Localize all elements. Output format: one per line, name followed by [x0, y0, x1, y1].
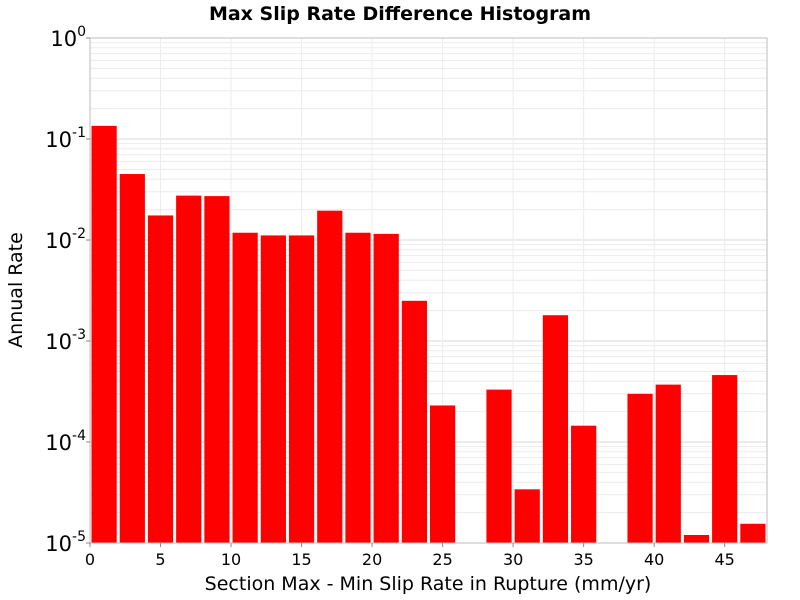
bar-4: [204, 196, 230, 544]
grid-lines: [89, 38, 767, 544]
y-tick-label: 10-4: [45, 428, 86, 455]
chart-title: Max Slip Rate Difference Histogram: [209, 3, 591, 25]
bar-16: [571, 425, 597, 543]
bar-10: [373, 233, 399, 544]
bar-9: [345, 232, 371, 543]
x-tick-label: 5: [155, 550, 165, 569]
bar-0: [91, 125, 117, 543]
bar-1: [119, 174, 145, 543]
bar-6: [260, 235, 286, 544]
x-tick-label: 45: [715, 550, 735, 569]
x-axis-ticks: 0 5 10 15 20 25 30 35 40 45: [85, 543, 735, 569]
bar-18: [655, 384, 681, 543]
x-tick-label: 40: [644, 550, 664, 569]
bar-20: [712, 375, 738, 543]
y-axis-ticks: 100 10-1 10-2 10-3 10-4 10-5: [45, 24, 90, 556]
bar-8: [317, 210, 343, 544]
y-axis-label: Annual Rate: [5, 232, 27, 348]
bar-19: [683, 535, 710, 543]
x-tick-label: 30: [503, 550, 523, 569]
bar-14: [514, 489, 540, 543]
y-tick-label: 10-5: [45, 529, 86, 556]
bar-5: [232, 232, 258, 543]
x-tick-label: 25: [432, 550, 452, 569]
bar-17: [627, 393, 653, 543]
x-tick-label: 10: [221, 550, 241, 569]
bar-11: [401, 300, 427, 543]
x-tick-label: 20: [362, 550, 382, 569]
bar-2: [147, 215, 174, 543]
bar-13: [486, 389, 512, 543]
bar-15: [542, 315, 569, 543]
bar-3: [176, 195, 202, 544]
bar-21: [740, 523, 766, 543]
x-axis-label: Section Max - Min Slip Rate in Rupture (…: [205, 573, 652, 595]
y-tick-label: 10-1: [45, 125, 86, 152]
x-tick-label: 35: [573, 550, 593, 569]
y-tick-label: 100: [50, 24, 86, 51]
y-tick-label: 10-3: [45, 327, 86, 354]
bar-12: [430, 405, 456, 543]
bar-7: [288, 235, 315, 544]
bars: [91, 125, 766, 544]
plot-border: [89, 37, 768, 544]
x-tick-label: 0: [85, 550, 95, 569]
y-tick-label: 10-2: [45, 226, 86, 253]
x-tick-label: 15: [291, 550, 311, 569]
